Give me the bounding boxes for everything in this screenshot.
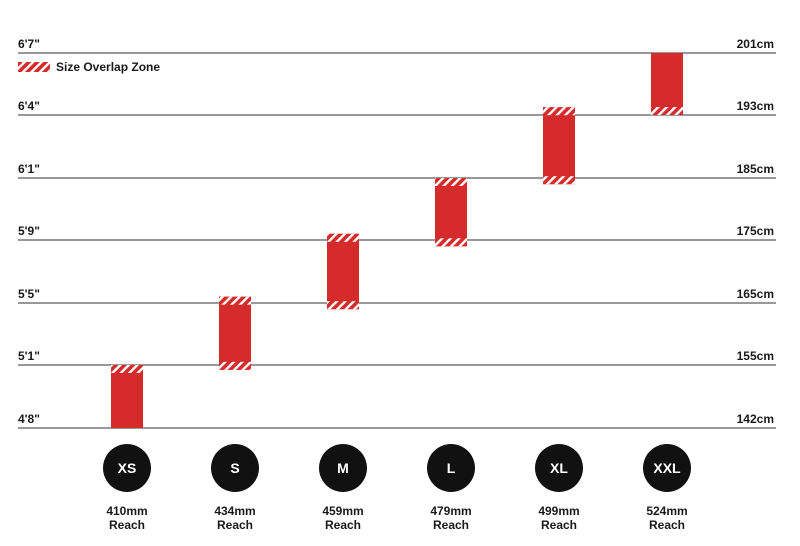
overlap-zone-top: [327, 233, 359, 242]
overlap-zone-bottom: [327, 301, 359, 310]
size-circle: [535, 444, 583, 492]
left-tick-label: 5'5": [18, 287, 40, 301]
size-marker-s: S 434mm Reach: [211, 444, 259, 532]
grid-lines: [18, 52, 776, 429]
overlap-zone-bottom: [651, 107, 683, 115]
reach-value: 479mm: [430, 504, 471, 518]
reach-value: 499mm: [538, 504, 579, 518]
legend-swatch: [18, 62, 50, 72]
right-tick-label: 142cm: [737, 412, 774, 426]
size-range-bar-l: [435, 178, 467, 247]
reach-caption: Reach: [649, 518, 685, 532]
left-tick-label: 6'4": [18, 99, 40, 113]
overlap-zone-top: [435, 178, 467, 186]
overlap-zone-top: [219, 296, 251, 305]
size-range-bars: [111, 53, 683, 428]
left-tick-label: 6'1": [18, 162, 40, 176]
overlap-zone-top: [543, 107, 575, 116]
right-axis-ticks: 201cm 193cm 185cm 175cm 165cm 155cm 142c…: [737, 37, 774, 426]
size-marker-m: M 459mm Reach: [319, 444, 367, 532]
reach-caption: Reach: [325, 518, 361, 532]
reach-value: 524mm: [646, 504, 687, 518]
size-label: XL: [550, 460, 568, 476]
range-bar: [651, 53, 683, 115]
size-marker-xl: XL 499mm Reach: [535, 444, 583, 532]
reach-caption: Reach: [541, 518, 577, 532]
reach-caption: Reach: [109, 518, 145, 532]
size-circle: [643, 444, 691, 492]
reach-caption: Reach: [433, 518, 469, 532]
right-tick-label: 193cm: [737, 99, 774, 113]
size-marker-xxl: XXL 524mm Reach: [643, 444, 691, 532]
size-circle: [103, 444, 151, 492]
right-tick-label: 175cm: [737, 224, 774, 238]
left-tick-label: 5'1": [18, 349, 40, 363]
size-range-bar-xs: [111, 365, 143, 428]
size-label: S: [230, 460, 239, 476]
overlap-zone-bottom: [543, 176, 575, 185]
legend: Size Overlap Zone: [18, 60, 160, 74]
range-bar: [543, 107, 575, 185]
left-axis-ticks: 6'7" 6'4" 6'1" 5'9" 5'5" 5'1" 4'8": [18, 37, 40, 426]
left-tick-label: 5'9": [18, 224, 40, 238]
left-tick-label: 4'8": [18, 412, 40, 426]
size-range-bar-xl: [543, 107, 575, 185]
size-range-bar-s: [219, 296, 251, 370]
right-tick-label: 165cm: [737, 287, 774, 301]
range-bar: [111, 365, 143, 428]
range-bar: [327, 233, 359, 310]
right-tick-label: 155cm: [737, 349, 774, 363]
size-range-bar-m: [327, 233, 359, 310]
right-tick-label: 201cm: [737, 37, 774, 51]
overlap-zone-bottom: [219, 361, 251, 370]
overlap-zone-top: [111, 365, 143, 373]
reach-value: 459mm: [322, 504, 363, 518]
size-markers: XS 410mm Reach S 434mm Reach M 459mm Rea…: [103, 444, 691, 532]
right-tick-label: 185cm: [737, 162, 774, 176]
reach-value: 434mm: [214, 504, 255, 518]
reach-caption: Reach: [217, 518, 253, 532]
size-label: XS: [118, 460, 137, 476]
size-circle: [319, 444, 367, 492]
size-label: L: [447, 460, 456, 476]
size-circle: [427, 444, 475, 492]
size-marker-l: L 479mm Reach: [427, 444, 475, 532]
overlap-zone-bottom: [435, 238, 467, 247]
size-marker-xs: XS 410mm Reach: [103, 444, 151, 532]
left-tick-label: 6'7": [18, 37, 40, 51]
reach-value: 410mm: [106, 504, 147, 518]
legend-label: Size Overlap Zone: [56, 60, 160, 74]
size-circle: [211, 444, 259, 492]
range-bar: [435, 178, 467, 247]
range-bar: [219, 296, 251, 370]
size-label: M: [337, 460, 349, 476]
size-range-bar-xxl: [651, 53, 683, 115]
size-label: XXL: [653, 460, 681, 476]
